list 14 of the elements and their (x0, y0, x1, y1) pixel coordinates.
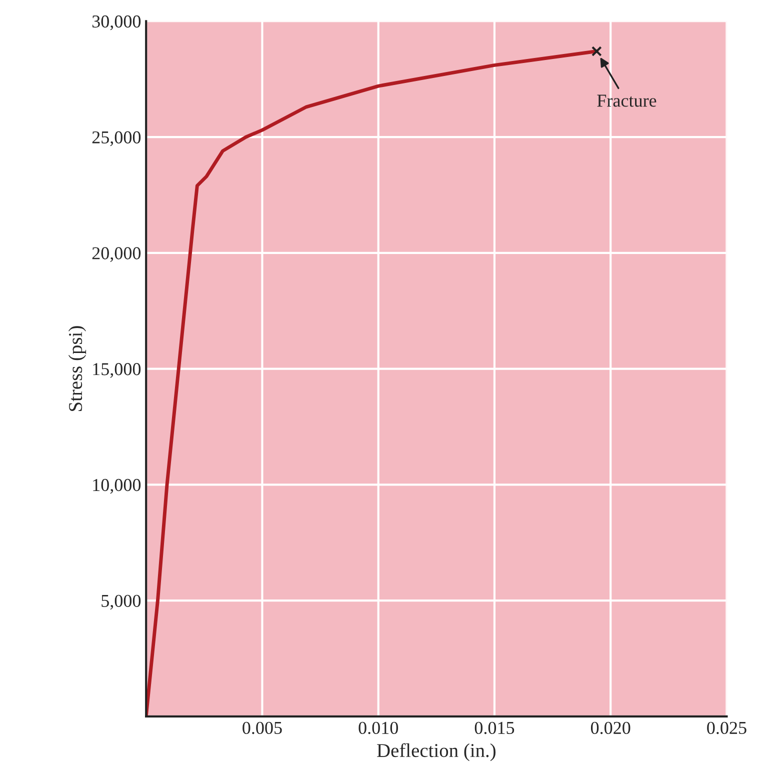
x-axis-title: Deflection (in.) (377, 743, 496, 762)
y-tick-label: 25,000 (92, 131, 141, 146)
y-axis-title: Stress (psi) (68, 326, 86, 411)
y-tick-label: 15,000 (93, 363, 141, 378)
y-tick-label: 20,000 (92, 247, 141, 262)
annotation: Fracture (597, 94, 656, 107)
x-tick-label: 0.010 (358, 722, 398, 734)
x-tick-label: 0.005 (242, 722, 282, 734)
y-tick-label: 10,000 (93, 478, 141, 494)
y-tick-label: 30,000 (92, 15, 141, 30)
y-tick-label: 5,000 (102, 594, 141, 610)
x-tick-label: 0.015 (474, 722, 514, 734)
x-tick-label: 0.020 (590, 722, 630, 734)
x-tick-label: 0.025 (707, 722, 746, 734)
